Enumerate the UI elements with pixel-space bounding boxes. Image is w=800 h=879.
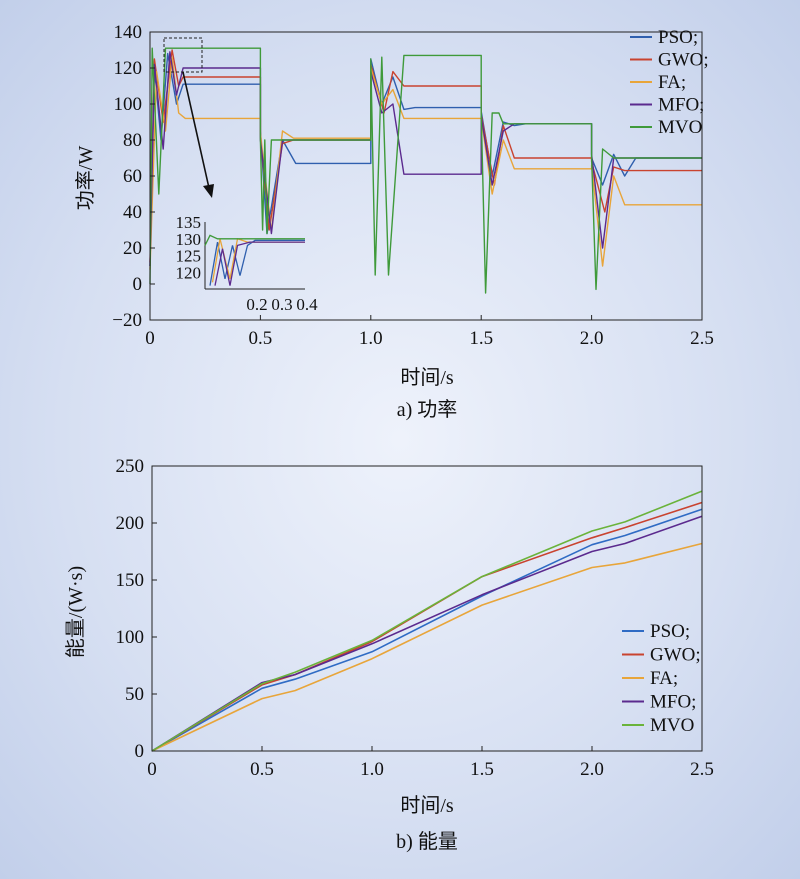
x-tick-label: 0.5	[250, 759, 274, 780]
y-tick-label: −20	[112, 310, 142, 331]
y-tick-label: 150	[116, 570, 145, 591]
energy-axes: 0 0.5 1.0 1.5 2.0 2.5 0 50 100 150 200 250	[116, 456, 714, 780]
energy-chart: 0 0.5 1.0 1.5 2.0 2.5 0 50 100 150 200 250 PSO; GWO;…	[64, 456, 714, 853]
y-tick-label: 200	[116, 513, 145, 534]
inset-y-tick-label: 135	[176, 213, 202, 232]
x-tick-label: 2.0	[580, 759, 604, 780]
legend-label-0: PSO;	[658, 27, 698, 48]
plot-frame	[151, 465, 703, 752]
power-legend: PSO;GWO;FA;MFO;MVO	[630, 27, 709, 138]
inset-y-tick-label: 120	[176, 263, 202, 282]
x-tick-label: 2.0	[580, 328, 604, 349]
legend-label-2: FA;	[658, 72, 686, 93]
y-tick-label: 40	[123, 202, 142, 223]
y-tick-label: 0	[135, 741, 145, 762]
inset-series-3	[204, 234, 305, 246]
legend-label-3: MFO;	[650, 692, 696, 713]
power-caption: a) 功率	[397, 398, 458, 421]
energy-y-axis-label: 能量/(W·s)	[64, 566, 87, 658]
legend-label-1: GWO;	[650, 645, 701, 666]
x-tick-label: 0	[147, 759, 157, 780]
inset-y-tick-label: 125	[176, 247, 202, 266]
energy-plot-area	[151, 490, 703, 752]
y-tick-label: 60	[123, 166, 142, 187]
series-line-1	[149, 49, 702, 263]
x-tick-label: 1.5	[470, 759, 494, 780]
inset-x-tick-label: 0.2	[246, 295, 267, 314]
zoom-arrow-head	[203, 184, 214, 198]
y-tick-label: 100	[114, 94, 143, 115]
x-tick-label: 2.5	[690, 328, 714, 349]
energy-x-axis-label: 时间/s	[400, 794, 454, 817]
y-tick-label: 0	[133, 274, 143, 295]
y-tick-label: 100	[116, 627, 145, 648]
inset-x-tick-label: 0.4	[296, 295, 318, 314]
legend-label-3: MFO;	[658, 95, 704, 116]
legend-label-4: MVO	[658, 117, 702, 138]
y-tick-label: 50	[125, 684, 144, 705]
x-tick-label: 2.5	[690, 759, 714, 780]
plot-frame	[149, 31, 703, 321]
y-tick-label: 250	[116, 456, 145, 477]
x-tick-label: 0	[145, 328, 155, 349]
series-line-0	[151, 508, 703, 752]
x-tick-label: 1.5	[469, 328, 493, 349]
x-tick-label: 1.0	[359, 328, 383, 349]
series-line-3	[151, 515, 703, 752]
y-tick-label: 20	[123, 238, 142, 259]
y-tick-label: 120	[114, 58, 143, 79]
inset-series-0	[209, 239, 305, 286]
zoom-arrow	[182, 71, 210, 189]
series-line-2	[149, 56, 702, 270]
inset-series-1	[211, 237, 305, 283]
power-x-axis-label: 时间/s	[400, 366, 454, 389]
energy-caption: b) 能量	[396, 830, 458, 853]
x-tick-label: 0.5	[249, 328, 273, 349]
legend-label-0: PSO;	[650, 621, 690, 642]
x-tick-label: 1.0	[360, 759, 384, 780]
y-tick-label: 140	[114, 22, 143, 43]
energy-legend: PSO; GWO;FA; MFO;MVO	[622, 621, 701, 736]
power-plot-area	[149, 47, 702, 294]
power-y-axis-label: 功率/W	[74, 146, 97, 211]
legend-label-1: GWO;	[658, 50, 709, 71]
legend-label-4: MVO	[650, 715, 694, 736]
y-tick-label: 80	[123, 130, 142, 151]
inset-y-tick-label: 130	[176, 230, 202, 249]
series-line-1	[151, 501, 703, 752]
inset-series-2	[214, 241, 305, 286]
legend-label-2: FA;	[650, 668, 678, 689]
series-line-4	[149, 47, 702, 294]
inset-x-tick-label: 0.3	[271, 295, 292, 314]
series-line-4	[151, 490, 703, 752]
series-line-2	[151, 542, 703, 752]
